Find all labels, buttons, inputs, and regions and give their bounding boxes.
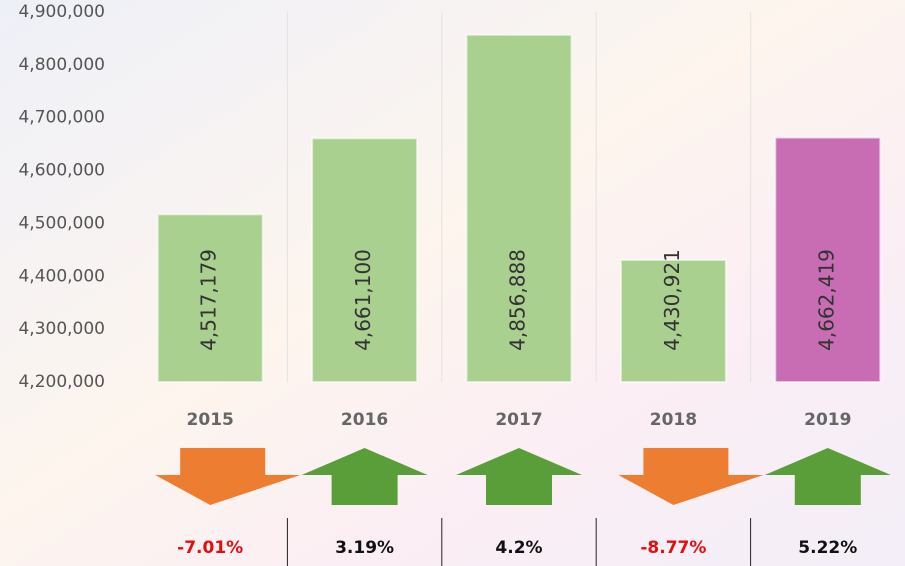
- x-tick-label: 2016: [341, 410, 388, 430]
- y-tick-label: 4,700,000: [18, 108, 105, 128]
- y-tick-label: 4,500,000: [18, 213, 105, 233]
- bar: [465, 33, 573, 383]
- y-tick-label: 4,400,000: [18, 266, 105, 286]
- bar: [311, 137, 419, 383]
- data-label: 4,856,888: [506, 249, 530, 351]
- down-arrow: [155, 448, 301, 505]
- data-label: 4,661,100: [351, 249, 375, 351]
- x-tick-label: 2017: [495, 410, 542, 430]
- bar: [774, 136, 882, 383]
- y-tick-label: 4,600,000: [18, 161, 105, 181]
- change-label: 4.2%: [495, 538, 542, 558]
- down-arrow: [618, 448, 764, 505]
- y-tick-label: 4,200,000: [18, 372, 105, 392]
- change-label: -8.77%: [640, 538, 706, 558]
- bar: [156, 213, 264, 383]
- x-tick-label: 2018: [650, 410, 697, 430]
- change-label: 3.19%: [335, 538, 394, 558]
- y-tick-label: 4,300,000: [18, 319, 105, 339]
- up-arrow: [764, 448, 891, 505]
- data-label: 4,517,179: [197, 249, 221, 351]
- y-tick-label: 4,800,000: [18, 55, 105, 75]
- bar: [619, 258, 727, 383]
- data-label: 4,430,921: [660, 249, 684, 351]
- change-label: 5.22%: [798, 538, 857, 558]
- up-arrow: [301, 448, 428, 505]
- x-tick-label: 2019: [804, 410, 851, 430]
- change-label: -7.01%: [177, 538, 243, 558]
- x-tick-label: 2015: [187, 410, 234, 430]
- up-arrow: [456, 448, 582, 505]
- y-tick-label: 4,900,000: [18, 2, 105, 22]
- data-label: 4,662,419: [814, 249, 838, 351]
